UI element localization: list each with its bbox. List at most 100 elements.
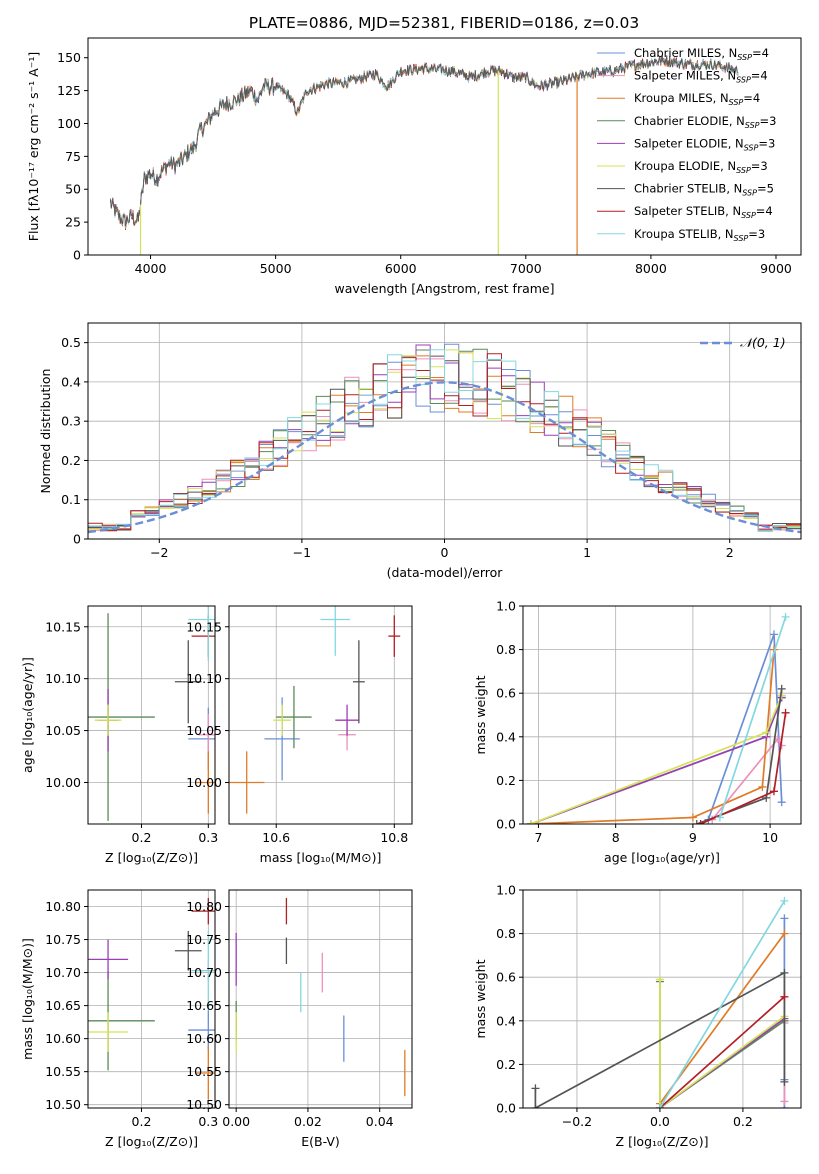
y-tick-label: 0.6 xyxy=(496,970,516,985)
errorbar-salpeter-stelib xyxy=(191,897,215,925)
y-tick-label: 0.4 xyxy=(496,729,516,744)
y-tick-label: 10.00 xyxy=(186,775,222,790)
legend-entry: Salpeter STELIB, NSSP=4 xyxy=(634,204,773,220)
errorbar-kroupa-elodie xyxy=(94,704,122,736)
x-tick-label: 10.8 xyxy=(380,830,408,845)
legend-entry: Chabrier MILES, NSSP=4 xyxy=(634,46,769,62)
legend-entry: Salpeter MILES, NSSP=4 xyxy=(634,69,768,85)
y-tick-label: 50 xyxy=(65,182,81,197)
y-tick-label: 10.10 xyxy=(186,671,222,686)
x-tick-label: 9000 xyxy=(760,261,792,276)
mass-vs-EBV-axes: 0.00 0.02 0.04 10.50 10.55 10.60 10.65 10.70 10.… xyxy=(186,890,412,1149)
age-vs-Z-plot-area xyxy=(88,606,215,824)
errorbar-chabrier-miles xyxy=(188,1010,215,1050)
x-tick-label: 5000 xyxy=(260,261,292,276)
errorbar-kroupa-miles xyxy=(196,1046,215,1100)
spectrum-plot-area xyxy=(88,38,801,255)
legend-entry: Kroupa ELODIE, NSSP=3 xyxy=(634,159,768,175)
x-tick-label: 1 xyxy=(583,545,591,560)
y-tick-label: 10.65 xyxy=(186,998,222,1013)
x-axis-label: wavelength [Angstrom, rest frame] xyxy=(334,281,554,296)
weight-marker xyxy=(696,820,705,824)
age-vs-mass-axes: 10.6 10.8 10.00 10.05 10.10 10.15 mass [log₁₀(… xyxy=(186,606,412,865)
y-axis-label: mass [log₁₀(M/M⊙)] xyxy=(20,938,35,1060)
y-tick-label: 10.75 xyxy=(45,932,81,947)
weight-marker xyxy=(780,1097,789,1106)
legend-entry: Chabrier ELODIE, NSSP=3 xyxy=(634,114,776,130)
y-tick-label: 0.4 xyxy=(61,374,81,389)
y-tick-label: 75 xyxy=(65,149,81,164)
y-tick-label: 0.5 xyxy=(61,335,81,350)
age-vs-mass-plot-area xyxy=(229,606,412,824)
errorbar-kroupa-stelib xyxy=(188,606,215,662)
x-tick-label: 7 xyxy=(534,830,542,845)
spectrum-axes: 4000 5000 6000 7000 8000 9000 0 25 50 75 100 125 150… xyxy=(26,38,801,296)
weight-marker xyxy=(688,813,697,822)
weight-line-kroupa-stelib xyxy=(659,900,786,1108)
x-tick-label: 0.04 xyxy=(366,1114,394,1129)
weight-line-kroupa-stelib xyxy=(719,616,787,818)
spectrum-legend: Chabrier MILES, NSSP=4 Salpeter MILES, NS… xyxy=(597,46,776,243)
errorbar-kroupa-miles xyxy=(196,751,215,814)
figure-title: PLATE=0886, MJD=52381, FIBERID=0186, z=0… xyxy=(249,14,639,32)
x-tick-label: 0.2 xyxy=(733,1114,753,1129)
errorbar-chabrier-stelib xyxy=(352,640,365,724)
y-tick-label: 0 xyxy=(73,532,81,547)
y-tick-label: 10.15 xyxy=(186,619,222,634)
y-tick-label: 10.10 xyxy=(45,671,81,686)
y-tick-label: 10.70 xyxy=(186,965,222,980)
x-axis-label: age [log₁₀(age/yr)] xyxy=(604,850,720,865)
weight-marker xyxy=(769,787,778,796)
errorbar-kroupa-elodie xyxy=(273,704,291,736)
y-tick-label: 10.80 xyxy=(45,899,81,914)
weight-vs-age-axes: 7 8 9 10 0.0 0.2 0.4 0.6 0.8 1.0 age [log₁₀(age/yr… xyxy=(473,599,801,865)
x-tick-label: −0.2 xyxy=(562,1114,592,1129)
weight-marker xyxy=(780,1077,789,1086)
y-tick-label: 10.05 xyxy=(186,723,222,738)
y-tick-label: 0.2 xyxy=(496,773,516,788)
weight-marker xyxy=(655,1104,664,1108)
y-axis-label: age [log₁₀(age/yr)] xyxy=(20,657,35,773)
residuals-axes: −2 −1 0 1 2 0 0.1 0.2 0.3 0.4 0.5 (data-model)/erro… xyxy=(38,323,801,580)
weight-vs-age-plot-area xyxy=(523,606,801,824)
weight-marker xyxy=(526,820,535,824)
weight-marker xyxy=(781,612,790,621)
y-tick-label: 0.8 xyxy=(496,926,516,941)
x-tick-label: 7000 xyxy=(510,261,542,276)
errorbar-kroupa-stelib xyxy=(320,606,351,656)
errorbar-chabrier-stelib xyxy=(174,930,202,971)
weight-marker xyxy=(777,798,786,807)
legend-entry: Kroupa STELIB, NSSP=3 xyxy=(634,227,765,243)
weight-marker xyxy=(781,708,790,717)
x-tick-label: 10.6 xyxy=(262,830,290,845)
mass-vs-Z-axes: 0.2 0.3 10.50 10.55 10.60 10.65 10.70 10.75 10.8… xyxy=(20,890,218,1149)
x-tick-label: −2 xyxy=(150,545,168,560)
legend-entry: Kroupa MILES, NSSP=4 xyxy=(634,91,760,107)
y-tick-label: 0.1 xyxy=(61,492,81,507)
spectrum-frame xyxy=(87,37,802,256)
legend-entry: Chabrier STELIB, NSSP=5 xyxy=(634,182,774,198)
x-tick-label: 9 xyxy=(689,830,697,845)
x-tick-label: 0.3 xyxy=(198,830,218,845)
normal-curve xyxy=(87,381,802,534)
weight-line-kroupa-miles xyxy=(530,649,775,824)
weight-vs-Z-axes: −0.2 0.0 0.2 0.0 0.2 0.4 0.6 0.8 1.0 Z [log₁₀(Z/Z… xyxy=(473,883,801,1149)
y-tick-label: 10.60 xyxy=(186,1031,222,1046)
x-tick-label: 2 xyxy=(726,545,734,560)
errorbar-kroupa-stelib xyxy=(191,930,215,1011)
y-tick-label: 10.80 xyxy=(186,899,222,914)
y-tick-label: 25 xyxy=(65,215,81,230)
weight-vs-Z-plot-area xyxy=(523,890,801,1108)
y-tick-label: 0.2 xyxy=(496,1057,516,1072)
x-axis-label: mass [log₁₀(M/M⊙)] xyxy=(260,850,382,865)
weight-line-kroupa-elodie xyxy=(659,979,785,1108)
y-tick-label: 10.15 xyxy=(45,619,81,634)
y-tick-label: 0 xyxy=(73,248,81,263)
legend-entry-normal: 𝒩(0, 1) xyxy=(740,335,786,350)
weight-vs-age-frame xyxy=(522,605,802,825)
y-tick-label: 0.3 xyxy=(61,414,81,429)
x-tick-label: −1 xyxy=(293,545,311,560)
weight-marker xyxy=(692,820,701,824)
y-tick-label: 125 xyxy=(57,83,81,98)
